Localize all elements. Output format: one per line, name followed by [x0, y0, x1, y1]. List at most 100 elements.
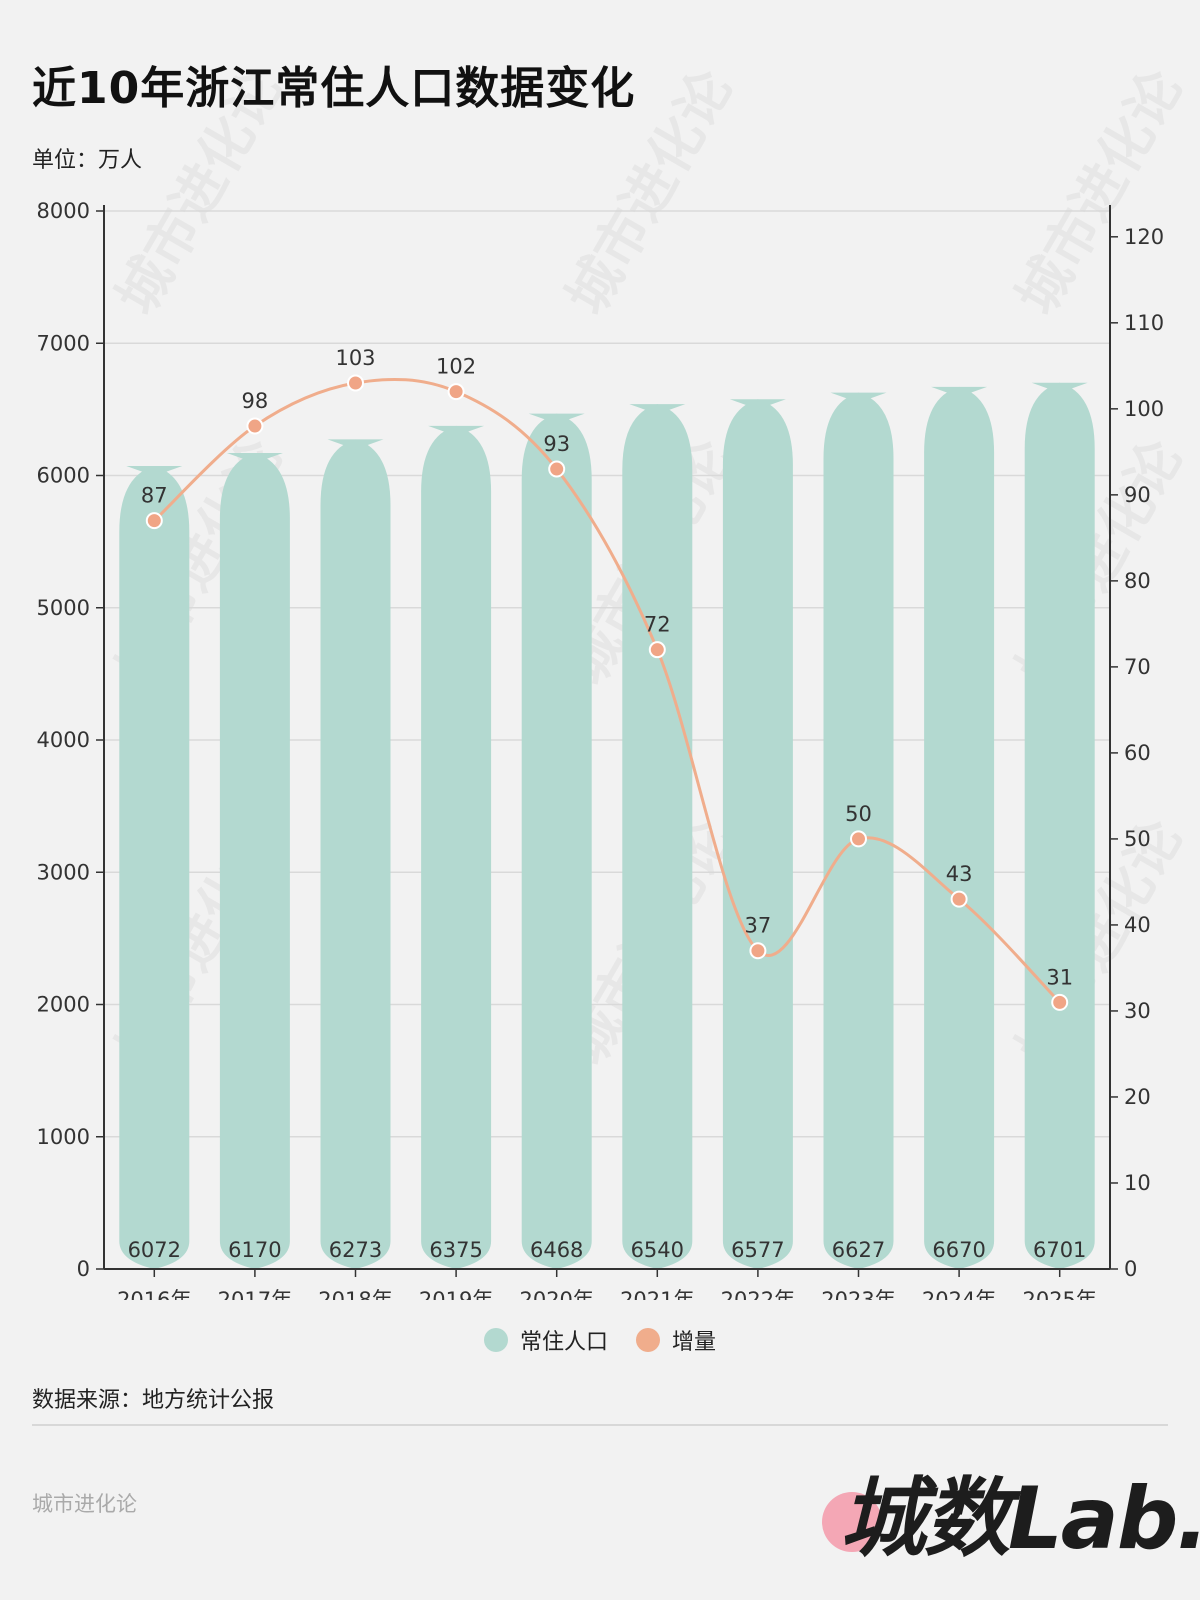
y-right-tick-label: 120 [1124, 225, 1164, 249]
legend-item-increase[interactable]: 增量 [636, 1324, 716, 1356]
y-left-tick-label: 3000 [37, 860, 90, 884]
x-tick-label: 2024年 [922, 1288, 996, 1300]
bar-tip [830, 392, 887, 403]
x-tick-label: 2019年 [419, 1288, 493, 1300]
bar-population [722, 399, 793, 1269]
data-source: 数据来源：地方统计公报 [32, 1388, 275, 1413]
x-tick-label: 2020年 [519, 1288, 593, 1300]
bar-tip [126, 465, 183, 476]
bar-value-label: 6273 [329, 1238, 382, 1262]
line-value-label: 31 [1046, 965, 1073, 989]
y-left-tick-label: 5000 [37, 596, 90, 620]
bar-value-label: 6540 [631, 1238, 684, 1262]
bar-tip [528, 413, 585, 424]
unit-label: 单位：万人 [32, 148, 143, 173]
bar-tip [629, 404, 686, 415]
bar-tip [1031, 382, 1088, 393]
y-left-tick-label: 7000 [37, 331, 90, 355]
y-left-tick-label: 2000 [37, 993, 90, 1017]
line-point [648, 641, 666, 659]
bar-population [421, 425, 492, 1269]
bar-population [521, 413, 592, 1269]
axes: 0 1000 2000 3000 4000 5000 6000 7000 8000 0 10 20 30… [37, 199, 1165, 1300]
line-value-label: 102 [436, 355, 476, 379]
line-point [347, 374, 364, 392]
bar-value-label: 6468 [530, 1238, 583, 1262]
y-right-tick-label: 110 [1124, 311, 1164, 335]
bar-value-label: 6375 [429, 1238, 482, 1262]
line-point [145, 512, 163, 530]
y-left-tick-label: 6000 [37, 464, 90, 488]
line-point [246, 417, 264, 435]
x-tick-label: 2021年 [620, 1288, 694, 1300]
x-tick-label: 2022年 [721, 1288, 795, 1300]
bar-population [622, 404, 693, 1269]
line-value-label: 98 [242, 389, 269, 413]
brand-logo: 城数Lab. [810, 1448, 1200, 1569]
bar-population [219, 453, 290, 1270]
line-increase [153, 377, 1061, 1004]
bar-tip [428, 425, 485, 436]
bar-value-labels: 6072 6170 6273 6375 6468 6540 6577 6627 6670 6701 [128, 1238, 1087, 1262]
x-tick-label: 2023年 [821, 1288, 895, 1300]
x-tick-label: 2016年 [117, 1288, 191, 1300]
x-tick-label: 2018年 [318, 1288, 392, 1300]
y-right-tick-label: 60 [1124, 741, 1151, 765]
bar-value-label: 6577 [731, 1238, 784, 1262]
line-series [145, 374, 1069, 1011]
line-point [548, 460, 566, 478]
logo-text: 城数Lab. [840, 1469, 1200, 1569]
line-point [749, 942, 767, 960]
y-left-tick-label: 1000 [37, 1125, 90, 1149]
line-point [850, 830, 867, 848]
divider [32, 1424, 1168, 1426]
brand-name: 城市进化论 [32, 1492, 137, 1516]
bar-population [1024, 382, 1095, 1270]
logo-circle [822, 1492, 882, 1552]
line-value-label: 72 [644, 613, 671, 637]
bar-value-label: 6670 [932, 1238, 985, 1262]
y-right-tick-label: 70 [1124, 655, 1151, 679]
line-point [950, 890, 968, 908]
y-right-tick-label: 30 [1124, 999, 1151, 1023]
line-value-labels: 87 98 103 102 93 72 37 50 43 31 [141, 346, 1073, 989]
bar-value-label: 6072 [128, 1238, 181, 1262]
legend-dot-increase [636, 1328, 660, 1352]
y-left-tick-label: 8000 [37, 199, 90, 223]
legend: 常住人口 增量 [0, 1324, 1200, 1356]
bar-population [924, 386, 995, 1269]
legend-label-increase: 增量 [672, 1330, 717, 1355]
line-value-label: 93 [543, 432, 570, 456]
bar-value-label: 6627 [832, 1238, 885, 1262]
y-right-tick-label: 10 [1124, 1171, 1151, 1195]
y-right-tick-label: 0 [1124, 1257, 1137, 1281]
line-value-label: 37 [745, 914, 772, 938]
y-right-tick-label: 40 [1124, 913, 1151, 937]
bar-series [119, 382, 1095, 1270]
x-tick-label: 2025年 [1022, 1288, 1096, 1300]
line-value-label: 103 [335, 346, 375, 370]
y-left-tick-label: 4000 [37, 728, 90, 752]
page-title: 近10年浙江常住人口数据变化 [32, 63, 636, 114]
bar-tip [327, 439, 384, 450]
y-right-tick-label: 100 [1124, 397, 1164, 421]
line-point [447, 383, 465, 401]
y-right-tick-label: 50 [1124, 827, 1151, 851]
legend-item-population[interactable]: 常住人口 [483, 1324, 608, 1356]
bar-population [119, 465, 190, 1269]
y-right-tick-label: 90 [1124, 483, 1151, 507]
bar-population [320, 439, 391, 1269]
line-value-label: 87 [141, 484, 168, 508]
line-value-label: 43 [946, 862, 973, 886]
line-value-label: 50 [845, 802, 872, 826]
y-right-tick-label: 20 [1124, 1085, 1151, 1109]
legend-label-population: 常住人口 [519, 1330, 608, 1355]
legend-dot-population [483, 1328, 508, 1352]
bar-value-label: 6701 [1033, 1238, 1086, 1262]
chart: 6072 6170 6273 6375 6468 6540 6577 6627 6670 6701… [37, 199, 1165, 1300]
bar-value-label: 6170 [228, 1238, 281, 1262]
line-point [1051, 993, 1069, 1011]
y-left-tick-label: 0 [77, 1257, 90, 1281]
bar-tip [729, 399, 786, 410]
y-right-tick-label: 80 [1124, 569, 1151, 593]
